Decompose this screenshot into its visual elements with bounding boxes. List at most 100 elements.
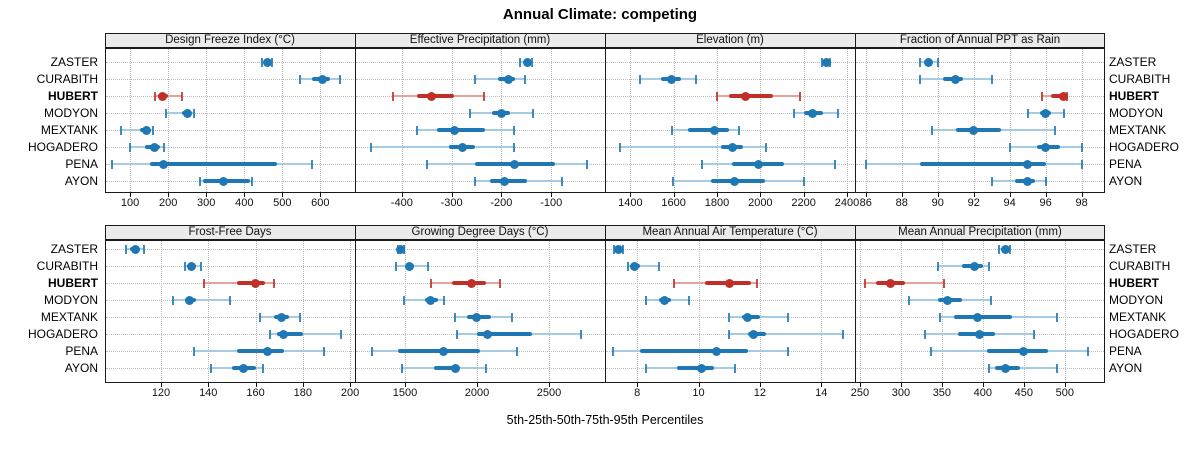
- axis-tick-label: 98: [1075, 197, 1088, 209]
- median-dot: [404, 261, 414, 271]
- station-label-right: ZASTER: [1109, 55, 1157, 69]
- box-25-75: [986, 349, 1049, 353]
- median-dot: [660, 295, 670, 305]
- whisker-cap-5th: [988, 363, 991, 373]
- station-label-right: HUBERT: [1109, 276, 1159, 290]
- axis-tick-label: 8: [634, 387, 641, 399]
- station-label-left: PENA: [65, 157, 98, 171]
- whisker-cap-5th: [454, 312, 457, 322]
- whisker-cap-5th: [645, 363, 648, 373]
- axis-tick-label: 96: [1039, 197, 1052, 209]
- median-dot: [629, 261, 639, 271]
- station-label-left: MODYON: [44, 106, 98, 120]
- h-gridline: [856, 96, 1104, 97]
- whisker-cap-5th: [864, 159, 867, 169]
- h-gridline: [856, 62, 1104, 63]
- axis-tick-label: 1500: [392, 387, 418, 399]
- whisker-cap-5th: [401, 363, 404, 373]
- whisker-cap-5th: [259, 312, 262, 322]
- median-dot: [450, 363, 460, 373]
- h-gridline: [356, 300, 604, 301]
- axis-tick-label: 94: [1003, 197, 1016, 209]
- whisker-cap-95th: [442, 295, 445, 305]
- whisker-cap-5th: [202, 278, 205, 288]
- axis-tick: [865, 193, 867, 197]
- axis-tick-label: 10: [692, 387, 705, 399]
- whisker-cap-5th: [716, 91, 718, 101]
- whisker-cap-95th: [579, 329, 582, 339]
- v-gridline: [168, 49, 170, 192]
- axis-tick-label: 2400: [834, 197, 860, 209]
- whisker-cap-95th: [1080, 142, 1083, 152]
- axis-tick-label: 2000: [748, 197, 773, 209]
- whisker-cap-95th: [273, 278, 276, 288]
- v-gridline: [901, 49, 903, 192]
- panel-separator: [855, 33, 856, 193]
- station-label-right: MEXTANK: [1109, 310, 1167, 324]
- v-gridline: [937, 49, 939, 192]
- whisker-cap-95th: [755, 278, 758, 288]
- axis-tick-label: 400: [973, 387, 993, 399]
- whisker-cap-5th: [416, 125, 419, 135]
- whisker-cap-95th: [734, 363, 737, 373]
- whisker-cap-95th: [622, 244, 625, 254]
- panel-separator: [355, 225, 356, 383]
- v-gridline: [451, 49, 453, 192]
- median-dot: [130, 244, 140, 254]
- axis-tick-label: 160: [246, 387, 265, 399]
- whisker-cap-95th: [786, 312, 789, 322]
- axis-tick-label: 90: [931, 197, 944, 209]
- axis-tick-label: 250: [850, 387, 870, 399]
- v-gridline: [130, 49, 132, 192]
- station-label-left: MEXTANK: [40, 310, 98, 324]
- median-dot: [510, 159, 520, 169]
- panel-header: Elevation (m): [696, 34, 764, 46]
- h-gridline: [856, 181, 1104, 182]
- v-gridline: [803, 49, 805, 192]
- axis-tick-label: 600: [311, 197, 330, 209]
- station-label-right: AYON: [1109, 361, 1143, 375]
- h-gridline: [606, 300, 854, 301]
- whisker-cap-95th: [586, 159, 589, 169]
- whisker-cap-95th: [499, 278, 502, 288]
- h-gridline: [356, 249, 604, 250]
- whisker-cap-5th: [671, 176, 674, 186]
- whisker-cap-5th: [627, 261, 629, 271]
- median-dot: [396, 244, 406, 254]
- median-dot: [219, 176, 229, 186]
- station-label-left: HOGADERO: [27, 327, 98, 341]
- whisker-cap-5th: [209, 363, 212, 373]
- v-gridline: [1009, 49, 1011, 192]
- median-dot: [743, 312, 753, 322]
- median-dot: [251, 278, 261, 288]
- whisker-5-95: [628, 265, 659, 267]
- median-dot: [1023, 176, 1033, 186]
- v-gridline: [717, 49, 718, 192]
- median-dot: [724, 278, 734, 288]
- axis-tick: [846, 193, 848, 197]
- axis-tick: [821, 383, 823, 387]
- whisker-cap-5th: [611, 346, 614, 356]
- v-gridline: [698, 241, 700, 382]
- whisker-5-95: [403, 299, 444, 301]
- whisker-cap-95th: [1055, 312, 1058, 322]
- station-label-left: PENA: [65, 344, 98, 358]
- whisker-cap-5th: [519, 57, 522, 67]
- box-25-75: [236, 349, 284, 353]
- v-gridline: [982, 241, 984, 382]
- whisker-5-95: [155, 95, 183, 97]
- box-25-75: [276, 332, 303, 336]
- station-label-right: CURABITH: [1109, 259, 1171, 273]
- station-label-right: CURABITH: [1109, 72, 1171, 86]
- axis-tick: [941, 383, 943, 387]
- whisker-cap-95th: [510, 312, 513, 322]
- box-25-75: [954, 315, 1012, 319]
- axis-tick-label: 300: [197, 197, 216, 209]
- whisker-cap-5th: [1026, 108, 1029, 118]
- station-label-right: HOGADERO: [1109, 140, 1180, 154]
- whisker-cap-5th: [998, 244, 1001, 254]
- axis-tick: [451, 193, 453, 197]
- station-label-left: HOGADERO: [27, 140, 98, 154]
- median-dot: [972, 312, 982, 322]
- h-gridline: [106, 266, 354, 267]
